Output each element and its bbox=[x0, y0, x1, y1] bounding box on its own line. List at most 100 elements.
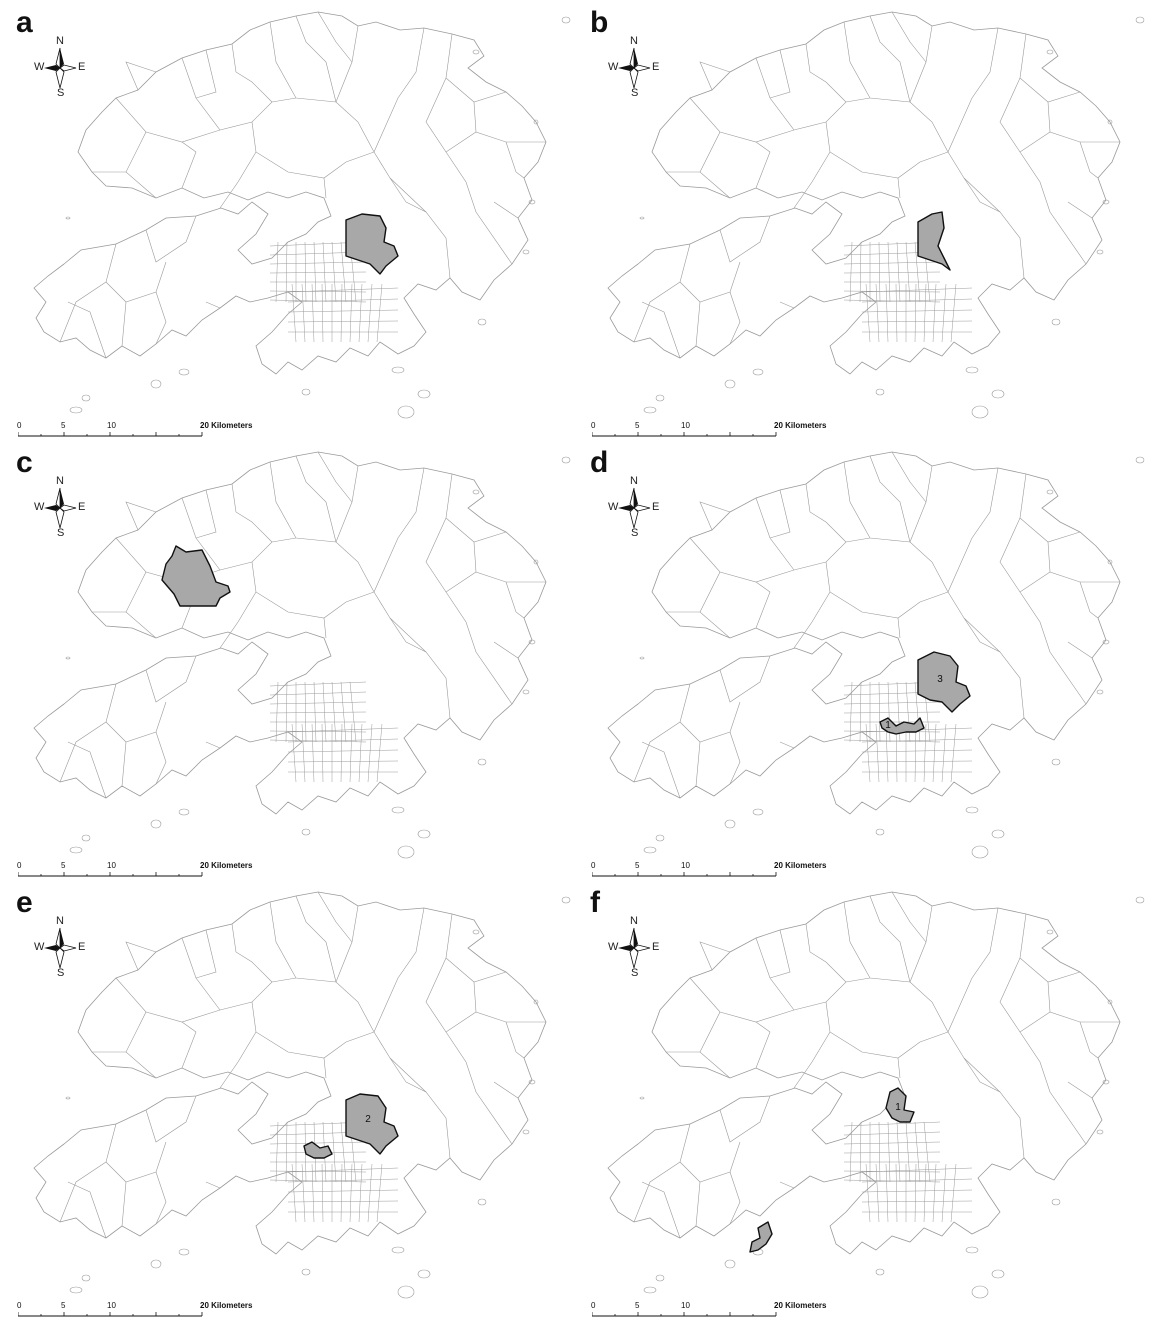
scale-label: 0 bbox=[591, 421, 596, 430]
scale-label: 5 bbox=[635, 1301, 640, 1310]
north-arrow-icon: N S W E bbox=[34, 916, 86, 980]
compass-w-label: W bbox=[34, 61, 45, 73]
scale-label: 5 bbox=[635, 861, 640, 870]
island bbox=[65, 656, 71, 660]
compass-e-label: E bbox=[78, 501, 86, 513]
district-boundary bbox=[445, 151, 513, 265]
district-boundary bbox=[963, 177, 1001, 213]
north-arrow-icon: N S W E bbox=[34, 476, 86, 540]
district-boundary bbox=[769, 49, 791, 99]
district-boundary bbox=[445, 33, 507, 103]
district-boundary bbox=[979, 641, 1025, 719]
district-map: 31 bbox=[607, 451, 1145, 859]
district-boundaries bbox=[33, 891, 571, 1299]
district-boundary bbox=[505, 1021, 525, 1059]
highlighted-area bbox=[345, 213, 399, 275]
island bbox=[528, 199, 536, 205]
district-boundary bbox=[219, 1031, 257, 1089]
island bbox=[639, 1096, 645, 1100]
district-boundary bbox=[999, 517, 1051, 593]
scale-label: 20 Kilometers bbox=[200, 1301, 253, 1310]
district-boundary bbox=[909, 905, 933, 983]
district-boundary bbox=[335, 465, 359, 543]
island bbox=[81, 394, 91, 402]
compass-n-label: N bbox=[56, 915, 64, 927]
district-boundary bbox=[231, 483, 273, 543]
scale-label: 20 Kilometers bbox=[774, 861, 827, 870]
district-boundary bbox=[155, 1171, 167, 1225]
district-boundary bbox=[679, 243, 741, 303]
scale-bar: 0 5 10 20 Kilometers bbox=[17, 1301, 318, 1326]
district-boundary bbox=[695, 741, 701, 787]
district-boundary bbox=[909, 465, 933, 543]
district-map: 2 bbox=[33, 891, 571, 1299]
island bbox=[991, 1269, 1005, 1279]
district-boundary bbox=[825, 561, 949, 619]
district-boundary bbox=[425, 957, 477, 1033]
island bbox=[1107, 119, 1113, 125]
district-boundary bbox=[125, 61, 157, 91]
island bbox=[301, 828, 311, 836]
scale-label: 10 bbox=[107, 1301, 116, 1310]
district-boundary bbox=[1079, 141, 1099, 179]
island bbox=[150, 379, 162, 389]
district-boundary bbox=[963, 1057, 1001, 1093]
district-boundary bbox=[155, 291, 167, 345]
district-boundary bbox=[699, 571, 721, 613]
district-boundary bbox=[181, 937, 221, 1011]
island bbox=[65, 216, 71, 220]
compass-w-label: W bbox=[34, 941, 45, 953]
district-boundary bbox=[779, 1181, 795, 1189]
district-boundary bbox=[145, 1095, 197, 1143]
cluster-label: 2 bbox=[365, 1114, 371, 1125]
scale-label: 10 bbox=[681, 861, 690, 870]
district-boundary bbox=[869, 455, 911, 543]
compass-w-label: W bbox=[608, 61, 619, 73]
district-boundary bbox=[1047, 981, 1120, 1023]
district-boundary bbox=[825, 121, 949, 179]
island bbox=[533, 559, 539, 565]
district-boundary bbox=[793, 1031, 831, 1089]
district-boundary bbox=[891, 891, 927, 943]
island bbox=[417, 389, 431, 399]
district-boundary bbox=[1067, 201, 1093, 219]
island bbox=[397, 845, 415, 859]
scale-label: 0 bbox=[17, 421, 22, 430]
district-boundary bbox=[231, 923, 273, 983]
district-boundary bbox=[445, 591, 513, 705]
scale-label: 0 bbox=[17, 1301, 22, 1310]
scale-label: 20 Kilometers bbox=[774, 1301, 827, 1310]
territory-outline bbox=[33, 451, 547, 815]
island bbox=[397, 1285, 415, 1299]
scale-label: 5 bbox=[61, 1301, 66, 1310]
island bbox=[528, 1079, 536, 1085]
island bbox=[1135, 896, 1145, 904]
map-panel-a: a N S W E 0 5 10 20 Kilometers bbox=[6, 2, 574, 437]
north-arrow-icon: N S W E bbox=[608, 36, 660, 100]
highlighted-area bbox=[303, 1141, 333, 1159]
district-boundary bbox=[115, 977, 297, 1023]
district-boundary bbox=[699, 61, 731, 91]
district-boundary bbox=[219, 591, 257, 649]
district-boundary bbox=[121, 301, 127, 347]
district-boundary bbox=[999, 77, 1051, 153]
island bbox=[752, 368, 764, 376]
district-boundary bbox=[425, 77, 477, 153]
district-boundary bbox=[947, 907, 999, 1083]
district-boundary bbox=[373, 467, 425, 643]
district-boundary bbox=[323, 1057, 327, 1079]
island bbox=[178, 808, 190, 816]
highlighted-area bbox=[345, 1093, 399, 1155]
island bbox=[1046, 49, 1054, 55]
island bbox=[1096, 249, 1104, 255]
district-boundaries bbox=[33, 11, 571, 419]
island bbox=[1102, 639, 1110, 645]
district-boundary bbox=[755, 57, 795, 131]
compass-n-label: N bbox=[56, 35, 64, 47]
district-boundary bbox=[679, 1123, 741, 1183]
district-boundary bbox=[755, 141, 771, 189]
island bbox=[971, 845, 989, 859]
compass-e-label: E bbox=[652, 941, 660, 953]
district-boundary bbox=[1067, 641, 1093, 659]
district-boundary bbox=[205, 741, 221, 749]
